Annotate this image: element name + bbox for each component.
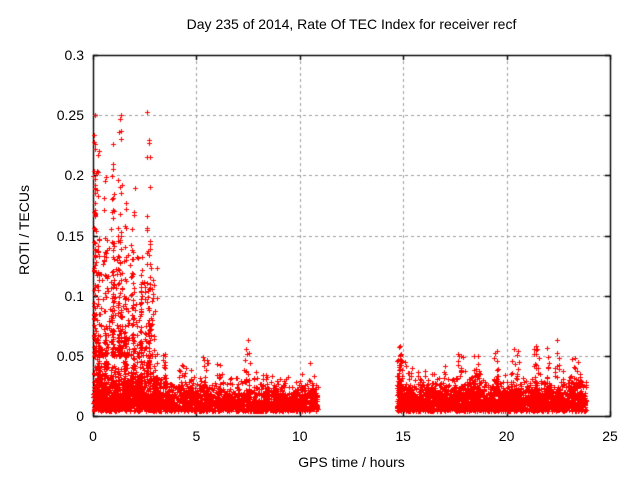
x-tick-label: 10	[292, 428, 308, 444]
x-tick-label: 5	[192, 428, 201, 444]
chart-title: Day 235 of 2014, Rate Of TEC Index for r…	[186, 16, 517, 32]
x-axis-label: GPS time / hours	[298, 454, 405, 470]
y-tick-label: 0.05	[56, 347, 84, 364]
y-tick-label: 0.1	[64, 287, 84, 304]
x-tick-label: 0	[89, 428, 97, 444]
x-tick-label: 25	[602, 428, 618, 444]
x-tick-label: 15	[395, 428, 411, 444]
x-tick-label: 20	[498, 428, 515, 444]
y-tick-label: 0.25	[56, 107, 84, 124]
y-tick-label: 0	[76, 408, 84, 424]
y-tick-label: 0.2	[64, 167, 84, 184]
y-tick-label: 0.3	[64, 47, 84, 63]
y-tick-label: 0.15	[56, 227, 84, 244]
